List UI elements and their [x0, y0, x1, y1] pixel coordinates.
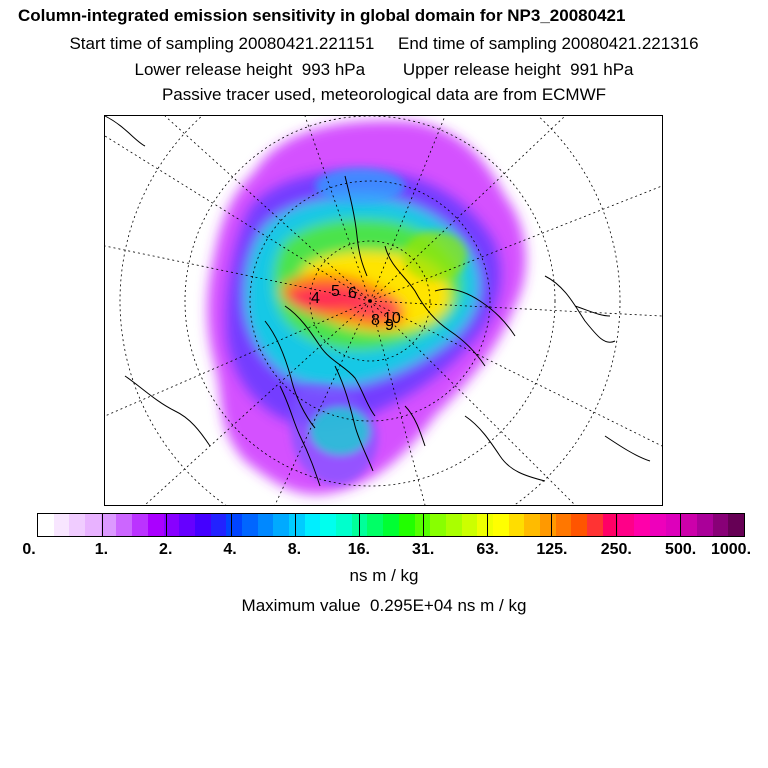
colorbar-divider [166, 514, 168, 536]
colorbar-tick-label: 0. [22, 541, 36, 558]
colorbar-divider [679, 514, 681, 536]
release-labels: 5 6 4 8 10 9 [311, 283, 401, 334]
colorbar-unit: ns m / kg [349, 566, 419, 585]
colorbar-cell [665, 514, 682, 536]
colorbar-cell [241, 514, 258, 536]
colorbar-cell [179, 514, 195, 536]
colorbar-cell [100, 514, 117, 536]
colorbar-cell [649, 514, 666, 536]
colorbar-cell [728, 514, 744, 536]
sensitivity-map: 5 6 4 8 10 9 [104, 115, 663, 506]
label-8: 8 [371, 312, 380, 329]
colorbar [37, 513, 745, 537]
colorbar-cell [367, 514, 384, 536]
colorbar-divider [423, 514, 425, 536]
colorbar-divider [294, 514, 296, 536]
maximum-value: Maximum value 0.295E+04 ns m / kg [241, 596, 527, 615]
colorbar-tick-label: 500. [665, 541, 697, 558]
colorbar-cell [540, 514, 556, 536]
label-6: 6 [348, 285, 357, 302]
sampling-time-line: Start time of sampling 20080421.221151 E… [69, 34, 699, 53]
colorbar-cell [618, 514, 635, 536]
colorbar-tick-label: 4. [223, 541, 237, 558]
colorbar-cell [634, 514, 650, 536]
colorbar-divider [230, 514, 232, 536]
colorbar-tick-label: 2. [159, 541, 173, 558]
colorbar-cell [53, 514, 70, 536]
colorbar-cell [147, 514, 164, 536]
colorbar-cell [38, 514, 54, 536]
colorbar-divider [102, 514, 104, 536]
colorbar-cell [336, 514, 352, 536]
colorbar-tick-label: 1. [94, 541, 109, 558]
label-5: 5 [331, 283, 340, 300]
colorbar-cell [116, 514, 133, 536]
colorbar-tick-label: 31. [412, 541, 435, 558]
colorbar-cell [492, 514, 509, 536]
colorbar-tick-label: 16. [347, 541, 370, 558]
colorbar-cell [414, 514, 431, 536]
plume-lobe-east [403, 231, 467, 281]
colorbar-cell [445, 514, 462, 536]
colorbar-divider [358, 514, 360, 536]
plume-lobe-north [315, 168, 405, 204]
colorbar-tick-label: 125. [536, 541, 568, 558]
tracer-info-line: Passive tracer used, meteorological data… [161, 85, 607, 104]
label-4: 4 [311, 290, 320, 307]
release-height-line: Lower release height 993 hPa Upper relea… [134, 60, 634, 79]
colorbar-cell [430, 514, 446, 536]
colorbar-cell [210, 514, 227, 536]
plume-lobes [290, 168, 467, 485]
colorbar-cell [85, 514, 101, 536]
graticule [105, 116, 662, 505]
colorbar-cell [398, 514, 415, 536]
colorbar-cell [257, 514, 274, 536]
colorbar-divider [551, 514, 553, 536]
colorbar-cell [555, 514, 572, 536]
colorbar-cell [508, 514, 525, 536]
colorbar-cell [477, 514, 493, 536]
colorbar-cell [681, 514, 697, 536]
colorbar-tick-label: 8. [287, 541, 302, 558]
plume-core [287, 286, 367, 310]
colorbar-divider [487, 514, 489, 536]
plume-core-2 [349, 299, 401, 317]
label-10: 10 [383, 310, 401, 327]
colorbar-cell [461, 514, 478, 536]
colorbar-cell [69, 514, 86, 536]
colorbar-cell [194, 514, 211, 536]
colorbar-cell [383, 514, 399, 536]
colorbar-cell [524, 514, 540, 536]
colorbar-tick-label: 63. [476, 541, 499, 558]
colorbar-cell [304, 514, 321, 536]
colorbar-cell [132, 514, 148, 536]
colorbar-cell [602, 514, 619, 536]
colorbar-cell [696, 514, 713, 536]
colorbar-tick-label: 250. [600, 541, 632, 558]
chart-title: Column-integrated emission sensitivity i… [18, 6, 626, 25]
label-9: 9 [385, 317, 394, 334]
colorbar-divider [615, 514, 617, 536]
plume-lobe-south-core [310, 407, 370, 455]
colorbar-cell [163, 514, 180, 536]
colorbar-cell [320, 514, 337, 536]
colorbar-cell [571, 514, 588, 536]
colorbar-cell [587, 514, 603, 536]
colorbar-cell [226, 514, 242, 536]
colorbar-cell [289, 514, 305, 536]
coastlines [105, 116, 651, 487]
colorbar-tick-label: 1000. [710, 541, 752, 558]
colorbar-cell [273, 514, 289, 536]
colorbar-cell [712, 514, 729, 536]
